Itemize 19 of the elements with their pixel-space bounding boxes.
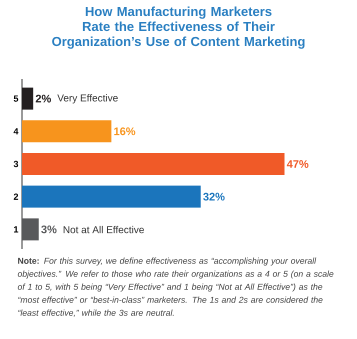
y-tick-label: 1	[14, 226, 18, 232]
y-tick-label: 2	[14, 194, 18, 200]
data-label: 32%	[203, 192, 225, 201]
data-label: 16%	[114, 127, 136, 136]
y-tick-label: 5	[14, 95, 18, 102]
data-label: 47%	[286, 160, 308, 168]
annotation: Not at All Effective	[64, 226, 144, 234]
bar	[22, 88, 34, 110]
bar	[22, 152, 285, 175]
chart-title: How Manufacturing Marketers Rate the Effectiveness of Their Organization’s Use of Content Marketing	[52, 6, 305, 49]
data-label: 3%	[41, 225, 57, 234]
bar	[22, 186, 201, 208]
y-tick-label: 3	[14, 160, 18, 168]
text: Note: For this survey, we define effectiveness as “accomplishing your overall objectives.” We refer to those who rate their organizations as a 4 or 5 (on a scale of 1 to 5, with 5 being “Very Effective” and 1 being “Not at All Effective”) as the “most effective” or “best-in-class” marketers. The 1s and 2s are considered the “least effective,” while the 3s are neutral.	[18, 258, 334, 317]
annotation: Very Effective	[57, 94, 118, 104]
bar	[22, 218, 39, 240]
y-tick-label: 4	[14, 128, 18, 134]
data-label: 2%	[36, 94, 51, 102]
bar	[22, 120, 112, 142]
